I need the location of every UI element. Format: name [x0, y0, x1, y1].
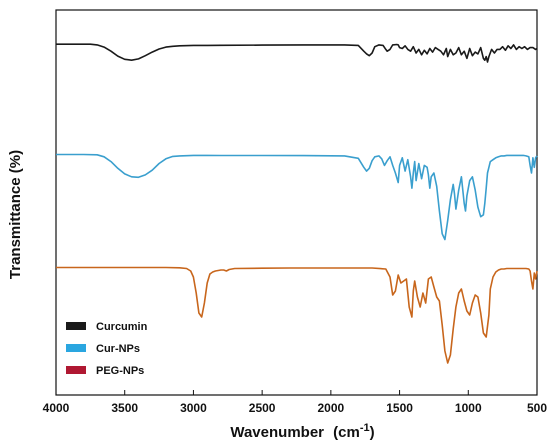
- x-tick-label: 1000: [455, 401, 482, 415]
- x-tick-label: 1500: [386, 401, 413, 415]
- x-axis-unit-suffix: ): [370, 424, 375, 441]
- x-tick-label: 2500: [249, 401, 276, 415]
- series-line-peg-nps: [56, 266, 538, 364]
- x-tick-label: 500: [527, 401, 547, 415]
- y-axis-title: Transmittance (%): [7, 150, 24, 279]
- x-axis-ticks: 4000 3500 3000 2500 2000 1500 1000 500: [43, 390, 547, 415]
- series-line-curcumin: [56, 43, 538, 63]
- x-axis-unit-prefix: (cm: [333, 424, 360, 441]
- legend-label: PEG-NPs: [96, 365, 144, 377]
- legend: Curcumin Cur-NPs PEG-NPs: [66, 321, 148, 377]
- x-axis-unit-exponent: -1: [360, 422, 370, 434]
- x-axis-label: Wavenumber: [230, 424, 324, 441]
- legend-label: Curcumin: [96, 321, 148, 333]
- x-tick-label: 3500: [111, 401, 138, 415]
- legend-label: Cur-NPs: [96, 343, 140, 355]
- x-tick-label: 2000: [318, 401, 345, 415]
- legend-swatch: [66, 366, 86, 374]
- x-tick-label: 4000: [43, 401, 70, 415]
- legend-swatch: [66, 344, 86, 352]
- x-tick-label: 3000: [180, 401, 207, 415]
- plot-frame: [55, 9, 538, 396]
- x-axis-title: Wavenumber (cm-1): [230, 422, 374, 441]
- legend-swatch: [66, 322, 86, 330]
- series-line-cur-nps: [56, 153, 538, 241]
- series-layer: [56, 43, 538, 364]
